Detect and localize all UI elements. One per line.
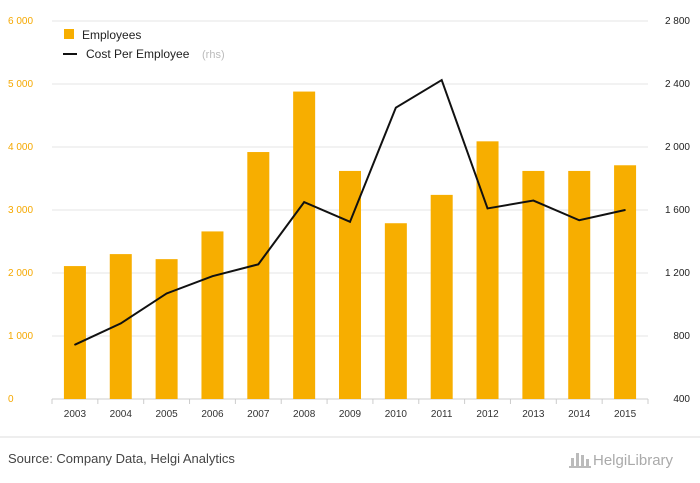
legend-label-cost: Cost Per Employee [86, 47, 190, 61]
bar-employees [109, 254, 132, 399]
y-tick-label-right: 400 [673, 394, 690, 405]
y-tick-label-right: 2 800 [665, 16, 690, 27]
bar-series-employees [63, 91, 637, 399]
y-tick-label-left: 5 000 [8, 79, 33, 90]
y-tick-label-right: 1 600 [665, 205, 690, 216]
y-tick-label-left: 0 [8, 394, 14, 405]
point-cost-per-employee [119, 322, 122, 325]
point-cost-per-employee [578, 219, 581, 222]
source-note: Source: Company Data, Helgi Analytics [8, 451, 235, 466]
logo-text: HelgiLibrary [593, 452, 674, 469]
y-tick-label-right: 800 [673, 331, 690, 342]
legend-label-employees: Employees [82, 28, 141, 42]
x-tick-label: 2009 [339, 409, 362, 420]
point-cost-per-employee [624, 209, 626, 211]
y-tick-label-left: 1 000 [8, 331, 33, 342]
x-tick-label: 2004 [110, 409, 133, 420]
x-tick-label: 2006 [201, 409, 224, 420]
point-cost-per-employee [74, 343, 76, 346]
x-axis: 2003 2004 2005 2006 2007 2008 2009 2010 2011 2012… [51, 399, 649, 420]
x-tick-label: 2007 [247, 409, 270, 420]
bar-employees [430, 194, 453, 399]
bar-employees [568, 170, 591, 399]
bar-employees [247, 152, 270, 399]
bar-employees [293, 91, 316, 399]
bar-employees [614, 165, 637, 399]
x-tick-label: 2015 [614, 409, 637, 420]
x-tick-label: 2008 [293, 409, 316, 420]
helgi-library-logo: HelgiLibrary [569, 452, 674, 469]
left-axis-ticks: 0 1 000 2 000 3 000 4 000 5 000 6 000 [8, 16, 33, 405]
point-cost-per-employee [486, 207, 489, 210]
x-tick-label: 2003 [64, 409, 87, 420]
y-tick-label-right: 2 000 [665, 142, 690, 153]
legend-swatch-employees [64, 29, 74, 39]
line-series-cost-per-employee [74, 78, 626, 346]
point-cost-per-employee [440, 79, 443, 81]
y-tick-label-left: 6 000 [8, 16, 33, 27]
y-tick-label-left: 4 000 [8, 142, 33, 153]
y-tick-label-left: 2 000 [8, 268, 33, 279]
bar-employees [201, 231, 224, 399]
x-tick-label: 2012 [476, 409, 499, 420]
point-cost-per-employee [532, 199, 535, 202]
point-cost-per-employee [395, 106, 397, 109]
bar-employees [63, 266, 86, 399]
legend: Employees Cost Per Employee (rhs) [63, 28, 225, 61]
point-cost-per-employee [303, 201, 305, 203]
x-tick-label: 2011 [431, 409, 453, 420]
y-tick-label-right: 2 400 [665, 79, 690, 90]
point-cost-per-employee [257, 263, 260, 266]
point-cost-per-employee [211, 275, 214, 277]
bar-employees [476, 141, 499, 399]
point-cost-per-employee [349, 221, 351, 223]
y-tick-label-right: 1 200 [665, 268, 690, 279]
x-tick-label: 2013 [522, 409, 545, 420]
x-tick-label: 2005 [155, 409, 178, 420]
bar-employees [522, 170, 545, 399]
x-tick-label: 2010 [385, 409, 408, 420]
building-icon [569, 453, 591, 468]
bar-employees [384, 223, 407, 399]
bar-employees [155, 259, 178, 399]
bar-employees [339, 170, 361, 399]
point-cost-per-employee [165, 292, 168, 295]
x-tick-label: 2014 [568, 409, 591, 420]
legend-label-rhs: (rhs) [202, 49, 225, 61]
right-axis-ticks: 400 800 1 200 1 600 2 000 2 400 2 800 [665, 16, 690, 405]
y-tick-label-left: 3 000 [8, 205, 33, 216]
